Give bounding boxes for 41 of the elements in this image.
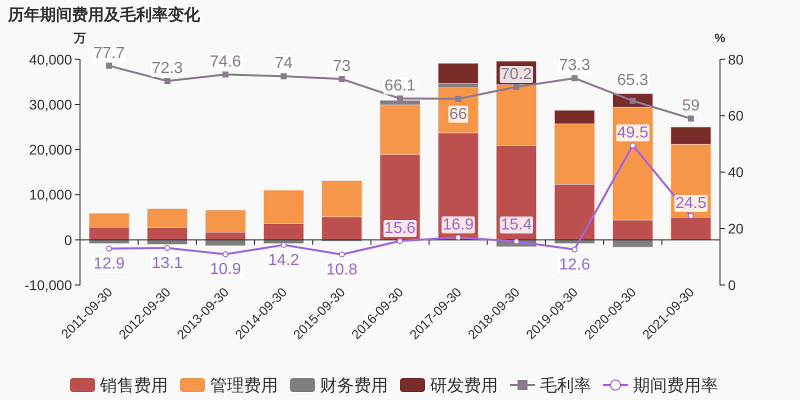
data-label: 59 bbox=[682, 98, 700, 115]
y-axis-title: 万 bbox=[73, 31, 86, 45]
y-tick-label: 0 bbox=[64, 232, 72, 248]
data-label: 49.5 bbox=[617, 124, 648, 142]
y2-tick-label: 40 bbox=[728, 164, 744, 180]
data-label: 15.6 bbox=[384, 220, 416, 237]
legend-label: 销售费用 bbox=[99, 376, 168, 395]
data-label: 70.2 bbox=[500, 66, 532, 83]
y2-axis-title: % bbox=[714, 31, 726, 45]
data-label: 12.9 bbox=[94, 256, 125, 273]
data-label: 74.6 bbox=[210, 54, 242, 71]
data-label: 10.9 bbox=[210, 261, 242, 278]
data-label: 66 bbox=[449, 106, 468, 123]
y-tick-label: 40,000 bbox=[29, 51, 72, 68]
y2-tick-label: 20 bbox=[728, 220, 744, 237]
data-label: 73.3 bbox=[558, 57, 590, 74]
y2-tick-label: 0 bbox=[728, 277, 736, 293]
data-label: 65.3 bbox=[617, 72, 648, 89]
y-tick-label: 10,000 bbox=[29, 186, 72, 203]
data-label: 73 bbox=[332, 58, 351, 76]
legend-label: 毛利率 bbox=[540, 376, 591, 395]
data-label: 72.3 bbox=[152, 60, 183, 78]
data-label: 16.9 bbox=[442, 216, 474, 234]
data-label: 24.5 bbox=[675, 194, 707, 212]
chart-title: 历年期间费用及毛利率变化 bbox=[7, 5, 201, 24]
y2-tick-label: 80 bbox=[728, 51, 744, 68]
data-label: 15.4 bbox=[500, 216, 532, 234]
legend-label: 管理费用 bbox=[210, 376, 278, 395]
data-label: 66.1 bbox=[384, 78, 416, 95]
y2-tick-label: 60 bbox=[728, 108, 744, 124]
data-label: 14.2 bbox=[268, 252, 300, 269]
y-tick-label: 20,000 bbox=[29, 142, 72, 158]
legend-label: 财务费用 bbox=[320, 376, 388, 395]
legend-label: 研发费用 bbox=[430, 376, 498, 395]
data-label: 10.8 bbox=[326, 262, 358, 279]
legend-label: 期间费用率 bbox=[633, 376, 718, 395]
data-label: 13.1 bbox=[152, 255, 183, 272]
data-label: 77.7 bbox=[94, 44, 125, 62]
data-label: 12.6 bbox=[558, 256, 590, 274]
data-label: 74 bbox=[274, 55, 293, 72]
y-tick-label: 30,000 bbox=[29, 96, 72, 112]
